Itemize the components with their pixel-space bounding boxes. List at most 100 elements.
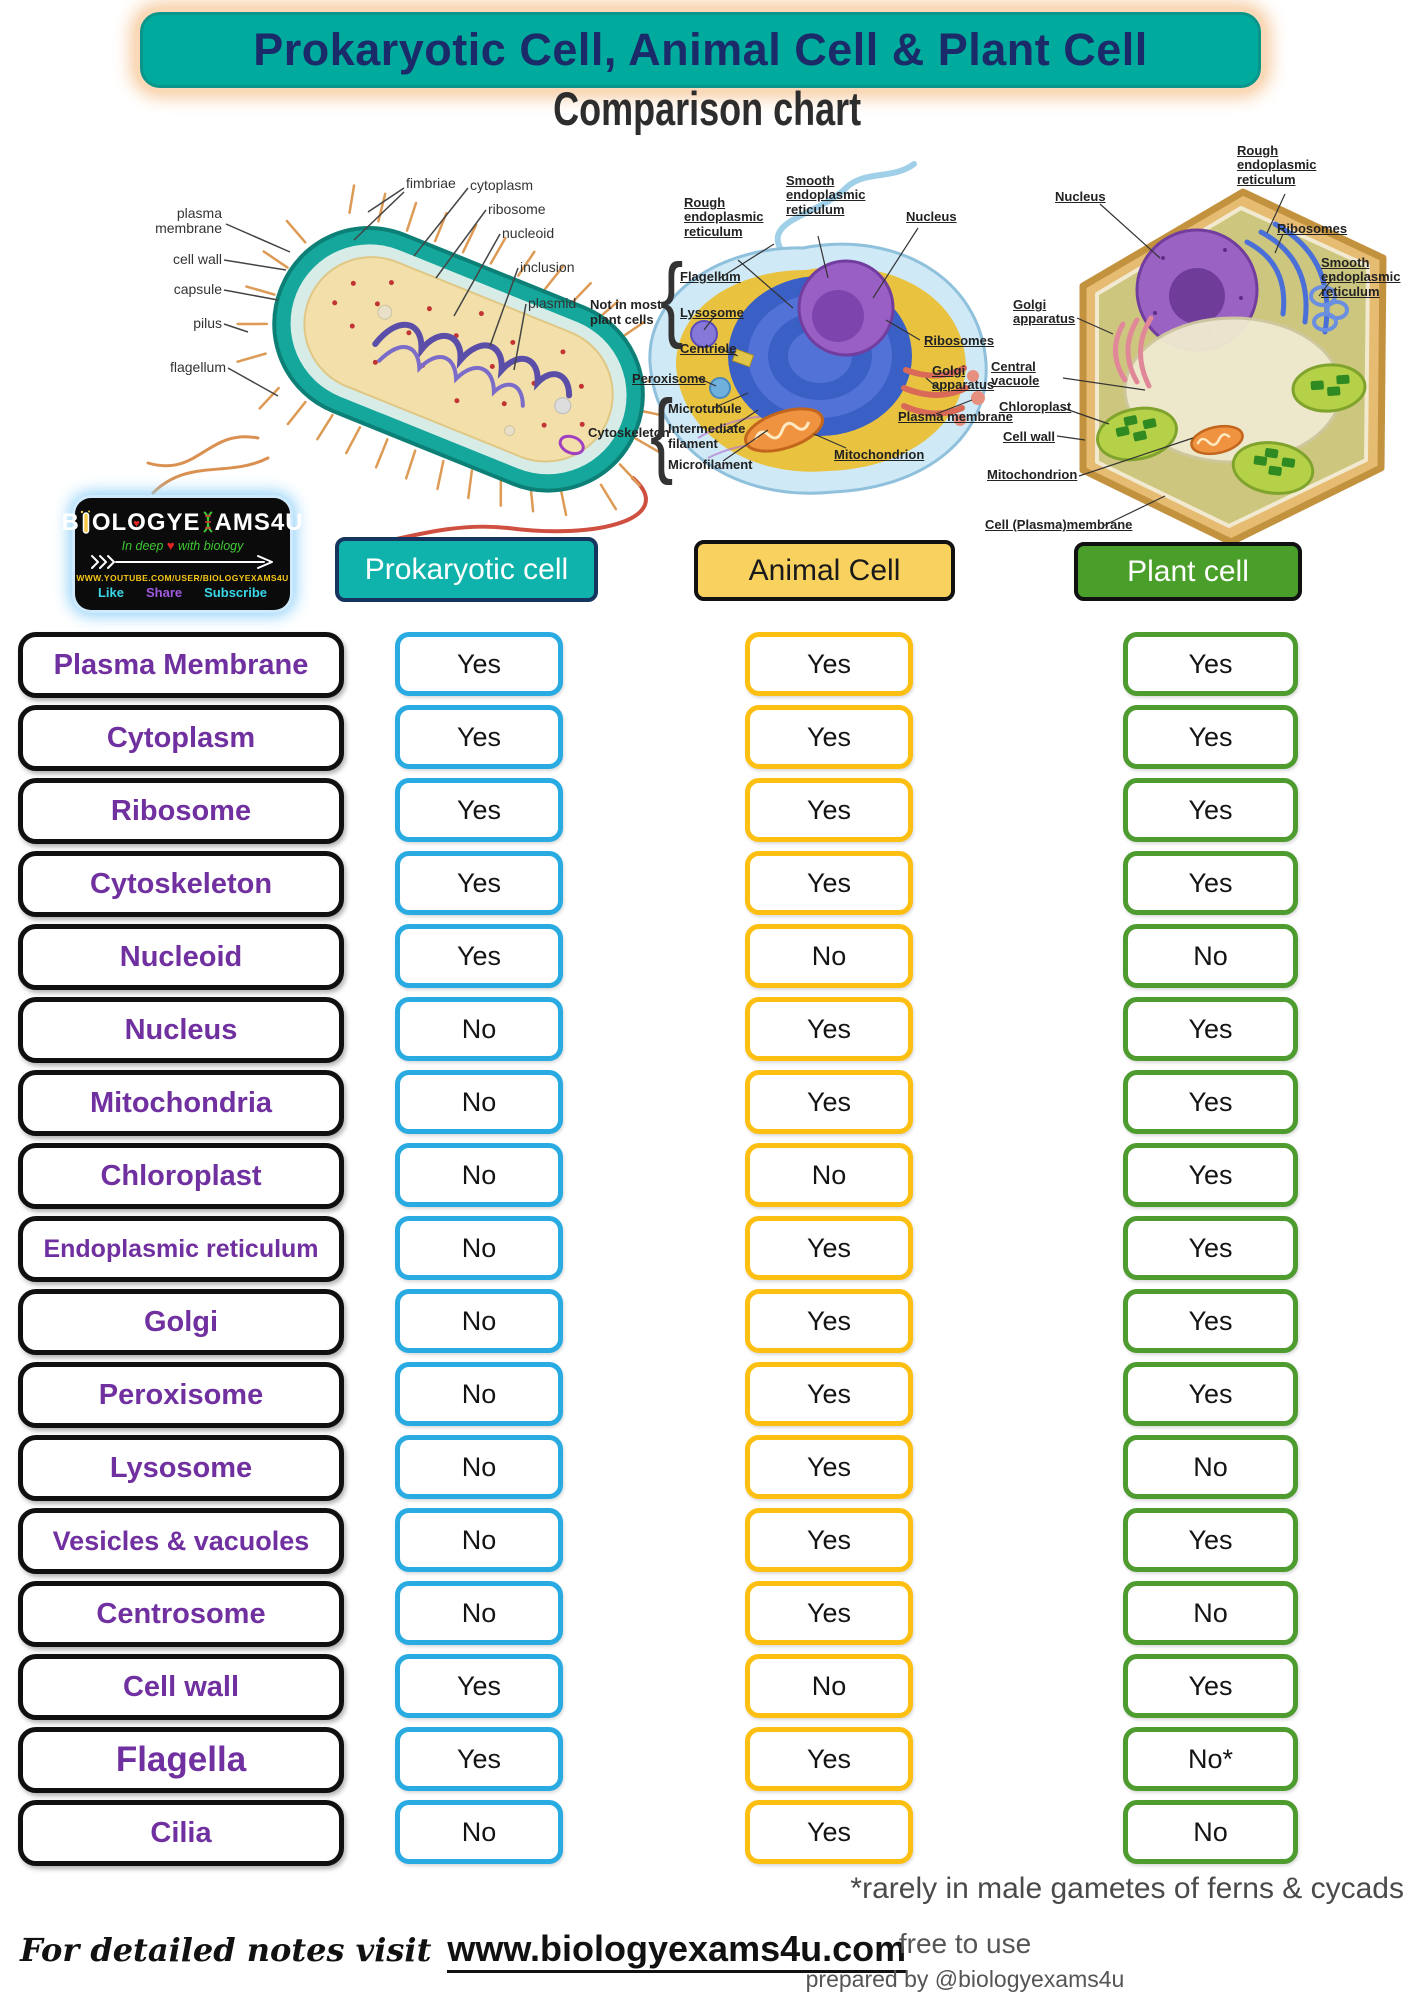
heart-icon: ♥ — [166, 537, 175, 553]
column-header-plant: Plant cell — [1074, 542, 1302, 601]
value-prokaryote: No — [395, 997, 563, 1061]
feature-label: Cell wall — [18, 1654, 344, 1720]
value-plant: No* — [1123, 1727, 1298, 1791]
label-smooth-er: Smooth endoplasmic reticulum — [1321, 255, 1401, 299]
value-plant: Yes — [1123, 997, 1298, 1061]
bracket-cytoskeleton: { — [650, 380, 674, 486]
plant-cell-illustration — [1056, 188, 1387, 546]
value-prokaryote: No — [395, 1143, 563, 1207]
feature-label: Cilia — [18, 1800, 344, 1866]
value-animal: Yes — [745, 705, 913, 769]
label-capsule: capsule — [173, 281, 222, 297]
table-row-plasma-membrane: Plasma Membrane Yes Yes Yes — [0, 632, 1414, 698]
value-plant: Yes — [1123, 1216, 1298, 1280]
feature-label: Cytoskeleton — [18, 851, 344, 917]
note-not-in-most-plant-cells: Not in most plant cells — [590, 297, 662, 327]
label-inclusion: inclusion — [520, 259, 575, 275]
table-row-nucleoid: Nucleoid Yes No No — [0, 924, 1414, 990]
column-header-prokaryotic: Prokaryotic cell — [335, 537, 598, 602]
value-plant: Yes — [1123, 1289, 1298, 1353]
value-prokaryote: Yes — [395, 1654, 563, 1718]
table-row-peroxisome: Peroxisome No Yes Yes — [0, 1362, 1414, 1428]
value-plant: Yes — [1123, 1070, 1298, 1134]
label-peroxisome: Peroxisome — [632, 371, 706, 386]
label-flagellum: Flagellum — [680, 269, 741, 284]
feature-label: Chloroplast — [18, 1143, 344, 1209]
page-subtitle: Comparison chart — [552, 83, 862, 136]
value-prokaryote: No — [395, 1800, 563, 1864]
table-row-vesicles-vacuoles: Vesicles & vacuoles No Yes Yes — [0, 1508, 1414, 1574]
value-animal: Yes — [745, 851, 913, 915]
prokaryotic-cell-diagram: fimbriae plasma membrane cell wall capsu… — [118, 148, 663, 548]
label-chloroplast: Chloroplast — [999, 399, 1072, 414]
label-microtubule: Microtubule — [668, 401, 742, 416]
website-link[interactable]: www.biologyexams4u.com — [447, 1928, 907, 1973]
value-prokaryote: Yes — [395, 778, 563, 842]
label-centriole: Centriole — [680, 341, 737, 356]
value-prokaryote: Yes — [395, 632, 563, 696]
label-central-vacuole: Central vacuole — [991, 359, 1040, 389]
value-animal: Yes — [745, 1070, 913, 1134]
table-row-ribosome: Ribosome Yes Yes Yes — [0, 778, 1414, 844]
label-intermediate-filament: Intermediate filament — [668, 421, 746, 451]
label-cell-wall: cell wall — [172, 251, 222, 267]
feature-label: Cytoplasm — [18, 705, 344, 771]
column-header-animal: Animal Cell — [694, 540, 955, 601]
value-prokaryote: Yes — [395, 705, 563, 769]
value-animal: Yes — [745, 1727, 913, 1791]
table-row-mitochondria: Mitochondria No Yes Yes — [0, 1070, 1414, 1136]
value-plant: Yes — [1123, 1654, 1298, 1718]
dna-icon — [202, 510, 213, 533]
value-prokaryote: No — [395, 1581, 563, 1645]
value-animal: Yes — [745, 1216, 913, 1280]
prokaryotic-cell-illustration — [146, 184, 663, 548]
share-label: Share — [146, 584, 183, 600]
table-row-cilia: Cilia No Yes No — [0, 1800, 1414, 1866]
value-prokaryote: No — [395, 1508, 563, 1572]
visit-prefix: For detailed notes visit — [20, 1931, 432, 1969]
feature-label: Ribosome — [18, 778, 344, 844]
table-row-lysosome: Lysosome No Yes No — [0, 1435, 1414, 1501]
value-animal: No — [745, 924, 913, 988]
feature-label: Plasma Membrane — [18, 632, 344, 698]
asterisk-footnote: *rarely in male gametes of ferns & cycad… — [850, 1872, 1404, 1905]
value-plant: No — [1123, 1800, 1298, 1864]
value-animal: Yes — [745, 1362, 913, 1426]
feature-label: Vesicles & vacuoles — [18, 1508, 344, 1574]
value-animal: Yes — [745, 1508, 913, 1572]
value-animal: Yes — [745, 997, 913, 1061]
animal-cell-diagram: Rough endoplasmic reticulum Smooth endop… — [588, 158, 1023, 526]
value-plant: Yes — [1123, 1508, 1298, 1572]
value-prokaryote: Yes — [395, 1727, 563, 1791]
label-plasma-membrane: Plasma membrane — [898, 409, 1013, 424]
value-plant: Yes — [1123, 851, 1298, 915]
value-plant: Yes — [1123, 705, 1298, 769]
value-prokaryote: No — [395, 1070, 563, 1134]
table-row-centrosome: Centrosome No Yes No — [0, 1581, 1414, 1647]
heart-icon: ♥ — [133, 517, 141, 530]
table-row-chloroplast: Chloroplast No No Yes — [0, 1143, 1414, 1209]
label-fimbriae: fimbriae — [406, 175, 456, 191]
label-plasma-membrane: Cell (Plasma)membrane — [985, 517, 1133, 532]
value-prokaryote: No — [395, 1435, 563, 1499]
value-prokaryote: Yes — [395, 851, 563, 915]
label-golgi-apparatus: Golgi apparatus — [932, 363, 995, 393]
label-nucleus: Nucleus — [1055, 189, 1106, 204]
value-animal: Yes — [745, 1581, 913, 1645]
prepared-by-label: prepared by @biologyexams4u — [805, 1966, 1125, 1992]
table-row-golgi: Golgi No Yes Yes — [0, 1289, 1414, 1355]
plant-cell-diagram: Nucleus Rough endoplasmic reticulum Ribo… — [985, 138, 1410, 558]
subscribe-label: Subscribe — [204, 584, 267, 600]
biologyexams4u-logo: B OL O ♥ GYE AMS4U In deep ♥ with biology… — [61, 498, 303, 610]
label-plasma-membrane: plasma membrane — [155, 205, 222, 236]
label-ribosomes: Ribosomes — [1277, 221, 1348, 236]
label-ribosomes: Ribosomes — [924, 333, 995, 348]
value-plant: Yes — [1123, 1143, 1298, 1207]
label-pilus: pilus — [193, 315, 222, 331]
label-plasmid: plasmid — [528, 295, 577, 311]
feature-label: Centrosome — [18, 1581, 344, 1647]
table-row-cell-wall: Cell wall Yes No Yes — [0, 1654, 1414, 1720]
testtube-icon — [80, 510, 90, 534]
value-animal: Yes — [745, 1800, 913, 1864]
value-plant: Yes — [1123, 1362, 1298, 1426]
